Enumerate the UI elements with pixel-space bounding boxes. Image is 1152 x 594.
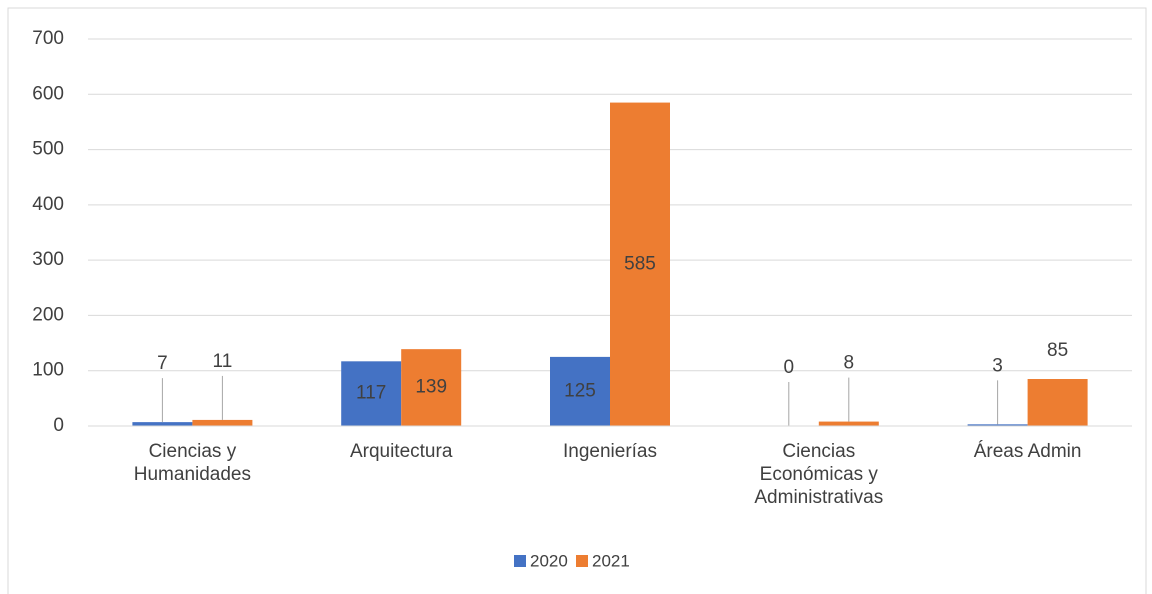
x-tick-label: Arquitectura bbox=[349, 441, 453, 462]
data-label: 125 bbox=[564, 380, 596, 401]
bar bbox=[132, 422, 193, 426]
y-tick-label: 300 bbox=[32, 249, 64, 270]
data-label: 85 bbox=[1047, 340, 1068, 361]
legend-swatch bbox=[576, 555, 588, 567]
data-label: 11 bbox=[213, 351, 233, 372]
data-label: 3 bbox=[992, 355, 1003, 376]
data-label: 139 bbox=[415, 377, 447, 398]
legend-label: 2020 bbox=[530, 551, 568, 570]
legend-swatch bbox=[514, 555, 526, 567]
bar bbox=[341, 361, 402, 426]
y-tick-label: 0 bbox=[53, 415, 64, 436]
x-tick-label: Áreas Admin bbox=[973, 441, 1082, 462]
y-tick-label: 500 bbox=[32, 139, 64, 160]
bar bbox=[550, 356, 610, 426]
x-tick-label: Ciencias Económicas y Administrativas bbox=[754, 441, 884, 508]
bar bbox=[967, 424, 1028, 426]
y-tick-label: 100 bbox=[32, 360, 64, 381]
x-tick-label: Ciencias y Humanidades bbox=[133, 441, 252, 485]
data-label: 0 bbox=[784, 357, 795, 378]
y-tick-label: 200 bbox=[32, 304, 64, 325]
data-label: 585 bbox=[624, 253, 656, 274]
y-tick-label: 400 bbox=[32, 194, 64, 215]
chart-border bbox=[7, 7, 1147, 594]
bar bbox=[401, 349, 462, 426]
data-label: 117 bbox=[356, 383, 386, 404]
y-tick-label: 700 bbox=[32, 28, 64, 49]
x-tick-label: Ingenierías bbox=[562, 441, 657, 462]
y-tick-label: 600 bbox=[32, 83, 64, 104]
data-label: 7 bbox=[157, 353, 168, 374]
bar bbox=[1027, 379, 1088, 426]
legend-label: 2021 bbox=[592, 551, 630, 570]
bar bbox=[610, 102, 670, 426]
bar bbox=[818, 421, 879, 426]
bar bbox=[192, 419, 253, 426]
data-label: 8 bbox=[844, 353, 855, 374]
